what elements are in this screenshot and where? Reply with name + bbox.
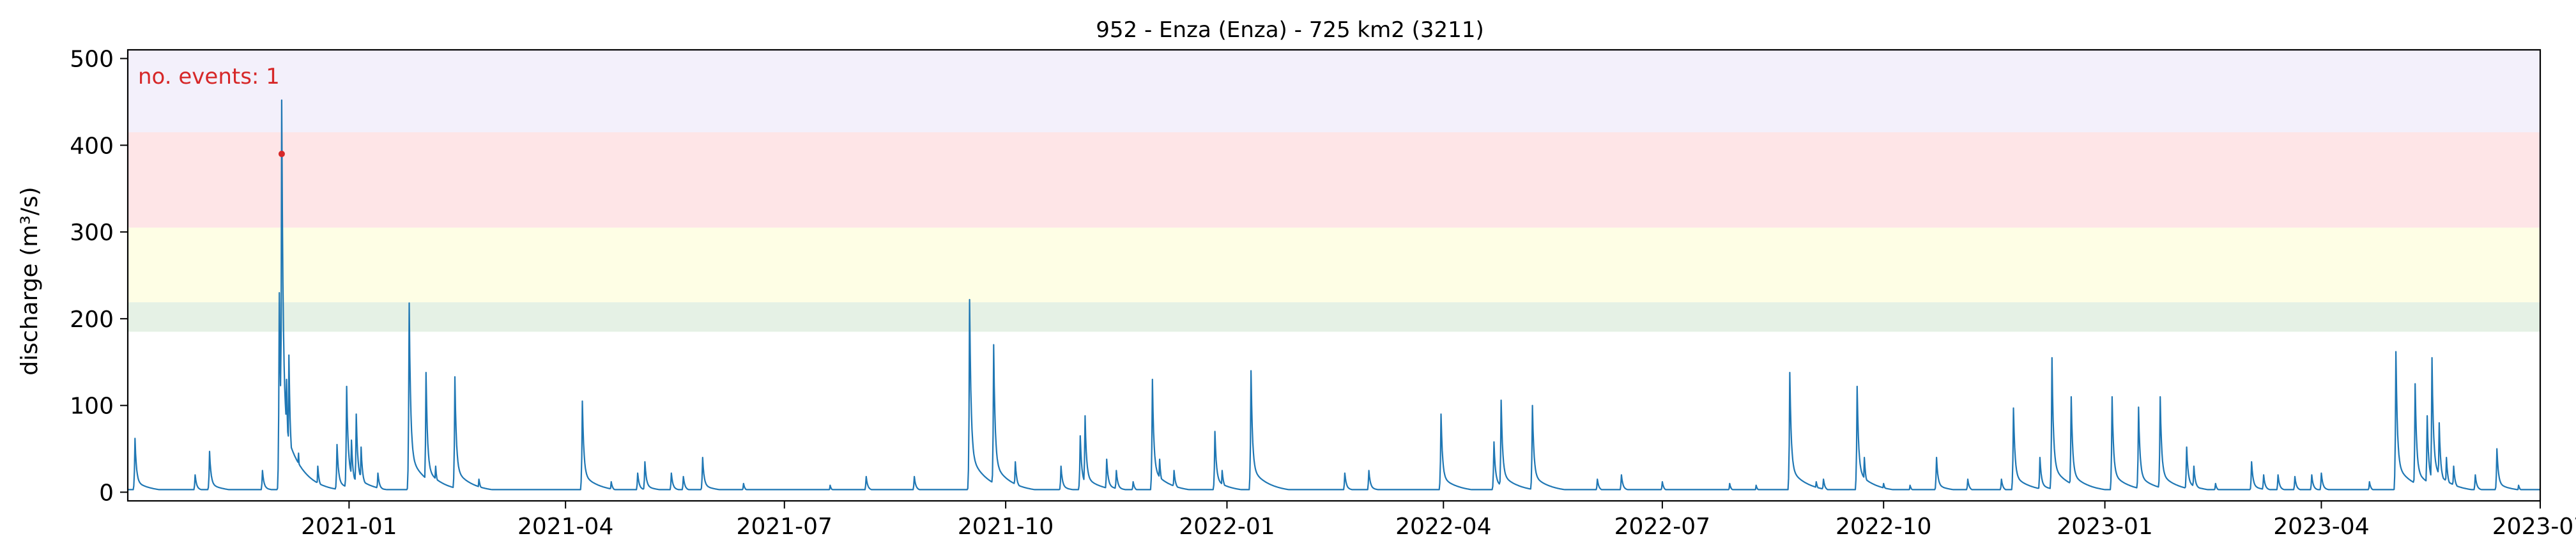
- x-tick-label: 2022-04: [1395, 514, 1491, 540]
- y-axis-label: discharge (m³/s): [17, 187, 43, 375]
- x-tick-label: 2021-10: [958, 514, 1054, 540]
- x-axis-ticks: 2021-01 2021-04 2021-07 2021-10 2022-01 2022-…: [301, 501, 2576, 540]
- x-tick-label: 2022-01: [1179, 514, 1275, 540]
- y-tick-label: 200: [70, 307, 114, 333]
- discharge-line: [127, 99, 2541, 491]
- plot-frame: [126, 49, 2542, 502]
- threshold-bands: [128, 50, 2540, 332]
- x-tick-label: 2022-07: [1614, 514, 1710, 540]
- band-1: [128, 302, 2540, 332]
- event-marker: [278, 150, 285, 157]
- event-markers: [278, 150, 285, 157]
- x-tick-label: 2023-04: [2273, 514, 2369, 540]
- events-annotation: no. events: 1: [138, 64, 280, 89]
- x-tick-label: 2022-10: [1836, 514, 1931, 540]
- y-tick-label: 500: [70, 47, 114, 73]
- x-tick-label: 2021-07: [737, 514, 832, 540]
- band-2: [128, 227, 2540, 303]
- y-tick-label: 0: [99, 480, 114, 506]
- series-group: [127, 99, 2541, 491]
- x-tick-label: 2021-01: [301, 514, 397, 540]
- x-tick-label: 2023-01: [2057, 514, 2152, 540]
- band-3: [128, 132, 2540, 228]
- x-tick-label: 2021-04: [518, 514, 613, 540]
- y-axis-ticks: 0 100 200 300 400 500: [70, 47, 128, 506]
- y-tick-label: 100: [70, 394, 114, 420]
- x-tick-label: 2023-07: [2492, 514, 2576, 540]
- band-4: [128, 50, 2540, 132]
- y-tick-label: 400: [70, 133, 114, 159]
- y-tick-label: 300: [70, 220, 114, 246]
- chart-title: 952 - Enza (Enza) - 725 km2 (3211): [1096, 17, 1483, 43]
